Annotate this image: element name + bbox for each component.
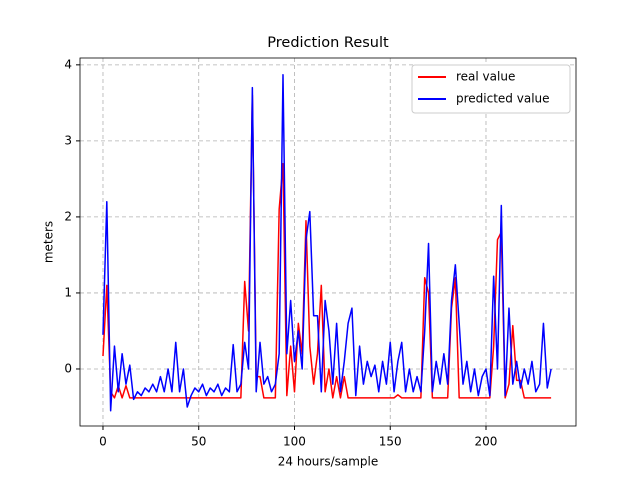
legend-label: real value bbox=[456, 70, 515, 84]
legend-box bbox=[411, 64, 571, 114]
data-line bbox=[102, 94, 552, 399]
chart-title: Prediction Result bbox=[267, 35, 389, 51]
legend-label: predicted value bbox=[456, 92, 550, 106]
y-axis-label: meters bbox=[42, 221, 56, 263]
y-tick-label: 4 bbox=[64, 57, 72, 71]
x-tick-label: 150 bbox=[379, 435, 402, 449]
x-tick-label: 100 bbox=[283, 435, 306, 449]
y-tick-label: 1 bbox=[64, 285, 72, 299]
y-tick-label: 2 bbox=[64, 209, 72, 223]
x-tick-label: 0 bbox=[99, 435, 107, 449]
plot-frame bbox=[79, 57, 577, 427]
data-line bbox=[102, 73, 552, 412]
x-axis-label: 24 hours/sample bbox=[278, 455, 379, 469]
x-tick-label: 200 bbox=[475, 435, 498, 449]
y-tick-label: 3 bbox=[64, 133, 72, 147]
y-tick-label: 0 bbox=[64, 361, 72, 375]
x-tick-label: 50 bbox=[191, 435, 206, 449]
